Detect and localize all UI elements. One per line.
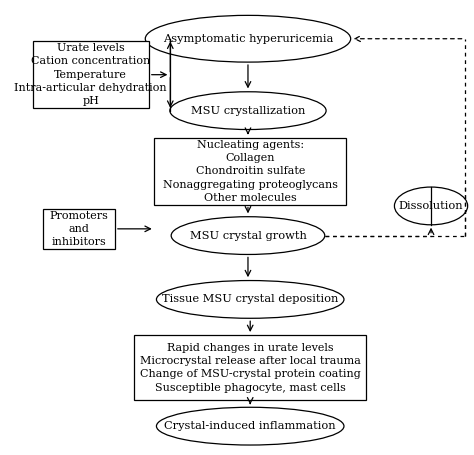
Text: Promoters
and
inhibitors: Promoters and inhibitors: [50, 211, 109, 247]
Ellipse shape: [145, 15, 351, 62]
Text: Asymptomatic hyperuricemia: Asymptomatic hyperuricemia: [163, 34, 333, 44]
Text: Nucleating agents:
Collagen
Chondroitin sulfate
Nonaggregating proteoglycans
Oth: Nucleating agents: Collagen Chondroitin …: [163, 140, 337, 203]
Ellipse shape: [394, 187, 468, 225]
FancyBboxPatch shape: [44, 209, 115, 248]
Text: MSU crystallization: MSU crystallization: [191, 106, 305, 116]
Ellipse shape: [170, 92, 326, 130]
Text: Rapid changes in urate levels
Microcrystal release after local trauma
Change of : Rapid changes in urate levels Microcryst…: [140, 343, 361, 393]
Text: Crystal-induced inflammation: Crystal-induced inflammation: [164, 421, 336, 431]
Ellipse shape: [171, 217, 325, 254]
FancyBboxPatch shape: [154, 138, 346, 205]
FancyBboxPatch shape: [33, 41, 149, 108]
Text: Dissolution: Dissolution: [399, 201, 464, 211]
Ellipse shape: [156, 281, 344, 318]
FancyBboxPatch shape: [134, 335, 366, 400]
Text: Urate levels
Cation concentration
Temperature
Intra-articular dehydration
pH: Urate levels Cation concentration Temper…: [15, 43, 167, 106]
Text: Tissue MSU crystal deposition: Tissue MSU crystal deposition: [162, 294, 338, 304]
Text: MSU crystal growth: MSU crystal growth: [190, 231, 306, 241]
Ellipse shape: [156, 407, 344, 445]
